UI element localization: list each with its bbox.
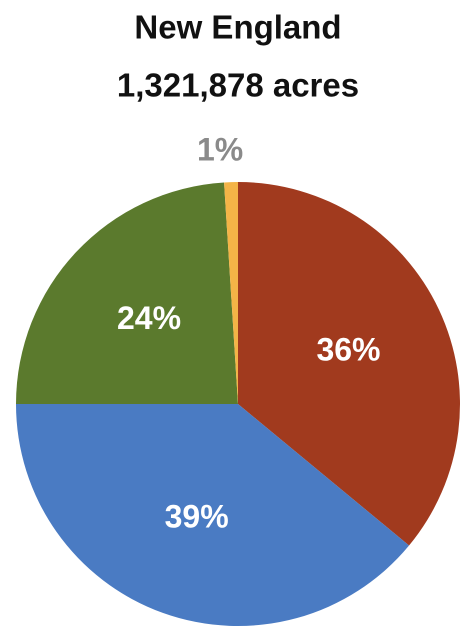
pie-slice <box>16 182 238 404</box>
slice-label: 36% <box>316 331 380 367</box>
chart-title: New England <box>134 9 341 46</box>
slice-label: 39% <box>165 498 229 534</box>
pie-slice <box>224 182 238 404</box>
pie-slice <box>238 182 460 546</box>
slice-label: 24% <box>117 300 181 336</box>
chart-subtitle: 1,321,878 acres <box>117 67 359 104</box>
slice-label: 1% <box>197 132 243 168</box>
pie-slice <box>16 404 410 627</box>
